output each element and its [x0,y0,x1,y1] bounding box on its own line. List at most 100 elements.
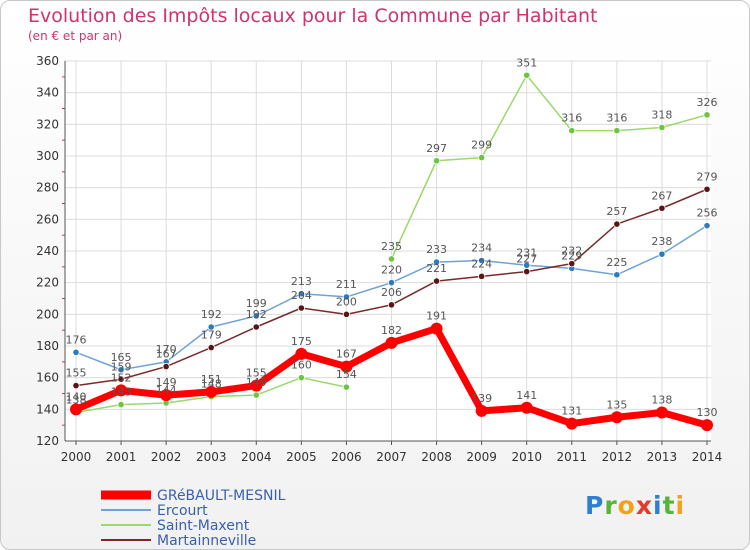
data-label: 227 [516,253,537,266]
data-label: 148 [201,378,222,391]
data-label: 155 [66,367,87,380]
data-label: 220 [381,264,402,277]
logo-letter: t [662,491,676,520]
data-label: 143 [111,386,132,399]
x-tick-label: 2005 [286,450,317,464]
data-point [658,123,666,132]
data-label: 299 [471,139,492,152]
data-label: 232 [561,245,582,258]
data-label: 135 [606,398,627,411]
x-tick-label: 2009 [466,450,497,464]
data-label: 206 [381,286,402,299]
data-label: 140 [66,390,87,403]
data-point [207,323,215,331]
data-point [250,379,263,392]
data-label: 257 [606,205,627,218]
data-label: 176 [66,333,87,346]
x-tick-label: 2014 [692,450,723,464]
data-label: 233 [426,243,447,256]
data-label: 170 [156,343,177,356]
logo-letter: o [617,491,636,520]
data-point [520,401,533,414]
y-tick-label: 260 [36,212,59,226]
data-point [117,366,125,374]
data-point [252,391,260,399]
data-point [117,375,125,383]
data-label: 179 [201,329,222,342]
data-point [385,336,398,349]
data-point [72,348,80,356]
x-tick-label: 2004 [241,450,272,464]
data-point [297,374,305,382]
data-label: 256 [697,207,718,220]
data-point [342,383,351,391]
data-point [387,279,396,287]
data-label: 139 [471,392,492,405]
x-tick-label: 2001 [106,450,137,464]
logo-letter: x [635,491,653,520]
data-label: 175 [291,335,312,348]
data-point [478,153,486,162]
data-label: 231 [516,246,537,259]
data-label: 141 [516,389,537,402]
data-label: 235 [381,240,402,253]
data-point [432,157,441,165]
logo-letter: P [585,491,605,520]
data-point [430,322,443,335]
data-label: 151 [201,373,222,386]
data-point [610,411,623,424]
legend-label: Martainneville [157,533,256,549]
y-tick-label: 220 [36,276,59,290]
data-point [207,343,215,352]
data-label: 204 [291,289,312,302]
x-tick-label: 2010 [511,450,542,464]
data-point [523,71,531,79]
chart-subtitle: (en € et par an) [28,29,123,43]
data-point [703,111,711,119]
y-tick-label: 360 [36,54,59,68]
x-tick-label: 2002 [151,450,182,464]
y-tick-label: 280 [36,181,59,195]
y-tick-label: 300 [36,149,59,163]
data-point [613,271,621,279]
x-tick-label: 2011 [557,450,588,464]
legend-label: Saint-Maxent [157,518,250,534]
data-label: 229 [561,249,582,262]
data-label: 351 [516,56,537,69]
logo-letter: r [604,491,618,520]
data-label: 316 [606,112,627,125]
legend-label: GRéBAULT-MESNIL [157,488,286,504]
data-label: 130 [697,406,718,419]
x-tick-label: 2013 [647,450,678,464]
data-label: 192 [246,308,267,321]
y-tick-label: 120 [36,434,59,448]
y-tick-label: 200 [36,307,59,321]
legend-label: Ercourt [157,503,208,519]
data-point [658,204,666,212]
data-point [342,293,351,301]
data-point [478,272,486,280]
data-label: 149 [246,376,267,389]
data-label: 154 [336,368,357,381]
data-point [703,222,711,230]
x-tick-label: 2006 [331,450,362,464]
data-point [72,381,80,390]
data-label: 191 [426,310,447,323]
data-label: 221 [426,262,447,275]
data-label: 165 [111,351,132,364]
y-tick-label: 240 [36,244,59,258]
data-point [160,389,173,402]
data-point [475,404,488,417]
chart-title: Evolution des Impôts locaux pour la Comm… [28,5,598,27]
x-tick-label: 2000 [61,450,92,464]
data-label: 152 [111,371,132,384]
data-label: 213 [291,275,312,288]
data-point [115,384,128,397]
data-label: 192 [201,308,222,321]
data-label: 318 [651,109,672,122]
data-point [568,127,576,135]
data-point [703,185,711,193]
data-point [297,304,305,312]
data-point [252,323,260,331]
